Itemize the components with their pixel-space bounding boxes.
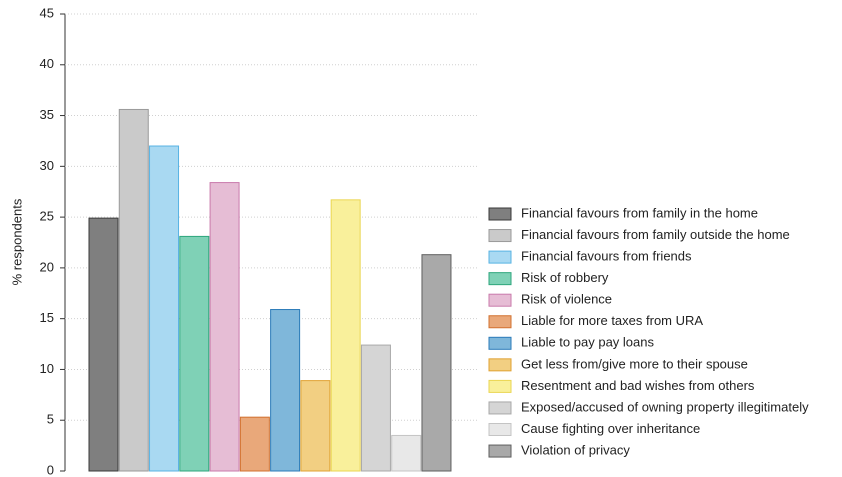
bar	[209, 182, 240, 472]
legend-label: Cause fighting over inheritance	[521, 421, 700, 436]
legend-label: Financial favours from family outside th…	[521, 227, 790, 242]
legend-swatch	[488, 444, 512, 458]
y-tick-label: 30	[40, 158, 54, 173]
legend-label: Financial favours from family in the hom…	[521, 205, 758, 220]
legend-swatch	[488, 207, 512, 221]
legend-swatch	[488, 423, 512, 436]
legend-label: Resentment and bad wishes from others	[521, 378, 755, 393]
legend-swatch	[488, 293, 512, 307]
legend-swatch	[488, 272, 512, 286]
bar	[179, 235, 210, 472]
legend-label: Risk of violence	[521, 292, 612, 307]
legend-swatch	[488, 336, 512, 350]
y-axis-label: % respondents	[9, 198, 24, 285]
y-tick-label: 25	[40, 209, 54, 224]
legend-label: Liable for more taxes from URA	[521, 313, 703, 328]
bar	[330, 199, 361, 472]
y-tick-label: 40	[40, 56, 54, 71]
legend-swatch	[488, 250, 512, 264]
legend-label: Financial favours from friends	[521, 249, 692, 264]
y-tick-label: 20	[40, 259, 54, 274]
y-tick-label: 35	[40, 107, 54, 122]
y-tick-label: 10	[40, 361, 54, 376]
bar	[149, 145, 180, 472]
bar	[421, 254, 452, 472]
bar	[300, 380, 331, 472]
y-tick-label: 15	[40, 310, 54, 325]
bar	[118, 108, 149, 472]
bar	[239, 416, 270, 472]
legend-swatch	[488, 401, 512, 415]
bar	[270, 309, 301, 472]
y-tick-label: 5	[47, 412, 54, 427]
bar	[88, 217, 119, 472]
legend-swatch	[488, 229, 512, 243]
y-tick-label: 45	[40, 5, 54, 20]
y-tick-label: 0	[47, 462, 54, 477]
legend-label: Violation of privacy	[521, 442, 630, 457]
legend-swatch	[488, 315, 512, 329]
legend-swatch	[488, 379, 512, 393]
bar	[391, 434, 422, 472]
bar	[360, 344, 391, 472]
legend-label: Liable to pay pay loans	[521, 335, 654, 350]
legend-swatch	[488, 358, 512, 372]
legend-label: Exposed/accused of owning property illeg…	[521, 399, 809, 414]
legend-label: Risk of robbery	[521, 270, 609, 285]
legend-label: Get less from/give more to their spouse	[521, 356, 748, 371]
